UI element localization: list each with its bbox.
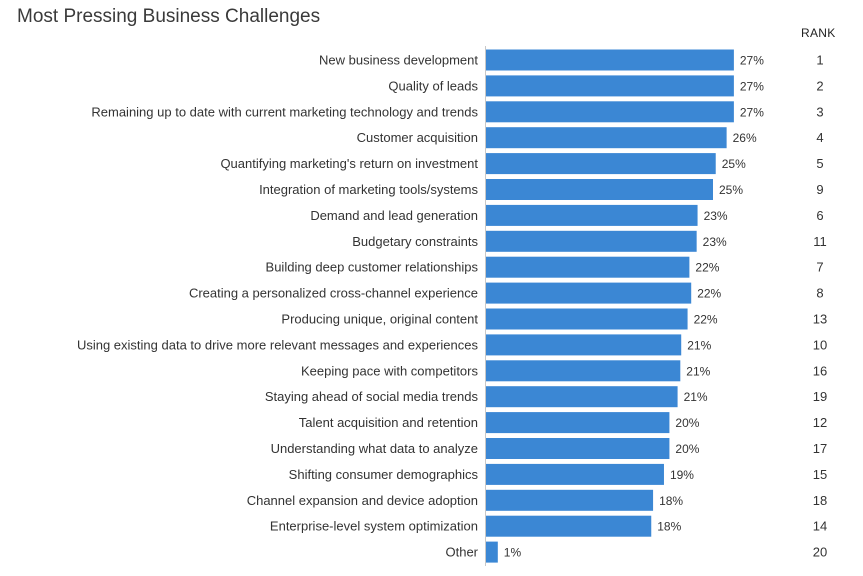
rank-value: 19 — [813, 389, 827, 404]
category-label: Other — [445, 545, 478, 560]
bar — [486, 412, 670, 434]
rank-value: 3 — [816, 104, 823, 119]
rank-value: 20 — [813, 545, 827, 560]
category-label: Quantifying marketing's return on invest… — [220, 156, 478, 171]
value-label: 23% — [703, 235, 727, 249]
rank-value: 10 — [813, 337, 827, 352]
value-label: 25% — [719, 183, 743, 197]
rank-value: 17 — [813, 441, 827, 456]
category-label: Quality of leads — [388, 78, 478, 93]
value-label: 21% — [687, 338, 711, 352]
rank-value: 4 — [816, 130, 823, 145]
category-label: Producing unique, original content — [281, 312, 478, 327]
category-label: Budgetary constraints — [352, 234, 478, 249]
value-label: 20% — [675, 416, 699, 430]
bar — [486, 360, 681, 382]
value-label: 25% — [722, 157, 746, 171]
bar — [486, 179, 713, 200]
value-label: 18% — [659, 494, 683, 508]
value-label: 22% — [695, 261, 719, 275]
rank-value: 5 — [816, 156, 823, 171]
chart-title: Most Pressing Business Challenges — [17, 6, 321, 27]
category-label: New business development — [319, 53, 478, 68]
category-label: Creating a personalized cross-channel ex… — [189, 286, 478, 301]
value-label: 21% — [686, 364, 710, 378]
category-label: Demand and lead generation — [310, 208, 478, 223]
bars-group: New business development 27% 1 Quality of l… — [77, 49, 827, 563]
bar — [486, 489, 654, 511]
rank-value: 12 — [813, 415, 827, 430]
rank-value: 18 — [813, 493, 827, 508]
category-label: Using existing data to drive more releva… — [77, 337, 479, 352]
value-label: 27% — [740, 54, 764, 68]
category-label: Talent acquisition and retention — [299, 415, 478, 430]
value-label: 27% — [740, 79, 764, 93]
category-label: Building deep customer relationships — [266, 260, 479, 275]
bar — [486, 282, 692, 304]
bar — [486, 463, 664, 485]
bar — [486, 334, 682, 356]
bar — [486, 204, 698, 226]
category-label: Customer acquisition — [357, 130, 478, 145]
rank-column-header: RANK — [801, 26, 836, 40]
bar — [486, 256, 690, 278]
category-label: Enterprise-level system optimization — [270, 519, 478, 534]
value-label: 22% — [694, 313, 718, 327]
rank-value: 2 — [816, 78, 823, 93]
category-label: Understanding what data to analyze — [271, 441, 478, 456]
bar — [486, 101, 734, 123]
value-label: 27% — [740, 105, 764, 119]
rank-value: 13 — [813, 312, 827, 327]
bar — [486, 515, 652, 537]
rank-value: 7 — [816, 260, 823, 275]
bar — [486, 230, 697, 252]
value-label: 20% — [675, 442, 699, 456]
rank-value: 16 — [813, 363, 827, 378]
category-label: Channel expansion and device adoption — [247, 493, 478, 508]
rank-value: 15 — [813, 467, 827, 482]
bar — [486, 308, 688, 330]
value-label: 22% — [697, 287, 721, 301]
category-label: Shifting consumer demographics — [289, 467, 479, 482]
rank-value: 6 — [816, 208, 823, 223]
rank-value: 8 — [816, 286, 823, 301]
category-label: Remaining up to date with current market… — [91, 104, 478, 119]
bar — [486, 49, 734, 71]
category-label: Staying ahead of social media trends — [265, 389, 479, 404]
category-label: Keeping pace with competitors — [301, 363, 479, 378]
rank-value: 9 — [816, 182, 823, 197]
bar — [486, 127, 727, 149]
rank-value: 1 — [816, 53, 823, 68]
value-label: 23% — [704, 209, 728, 223]
value-label: 1% — [504, 546, 522, 560]
bar — [486, 153, 716, 175]
bar — [486, 75, 734, 97]
rank-value: 11 — [813, 234, 827, 249]
value-label: 18% — [657, 520, 681, 534]
value-label: 26% — [733, 131, 757, 145]
bar — [486, 541, 498, 563]
category-label: Integration of marketing tools/systems — [259, 182, 478, 197]
bar — [486, 386, 678, 408]
rank-value: 14 — [813, 519, 827, 534]
value-label: 19% — [670, 468, 694, 482]
value-label: 21% — [684, 390, 708, 404]
bar — [486, 438, 670, 459]
